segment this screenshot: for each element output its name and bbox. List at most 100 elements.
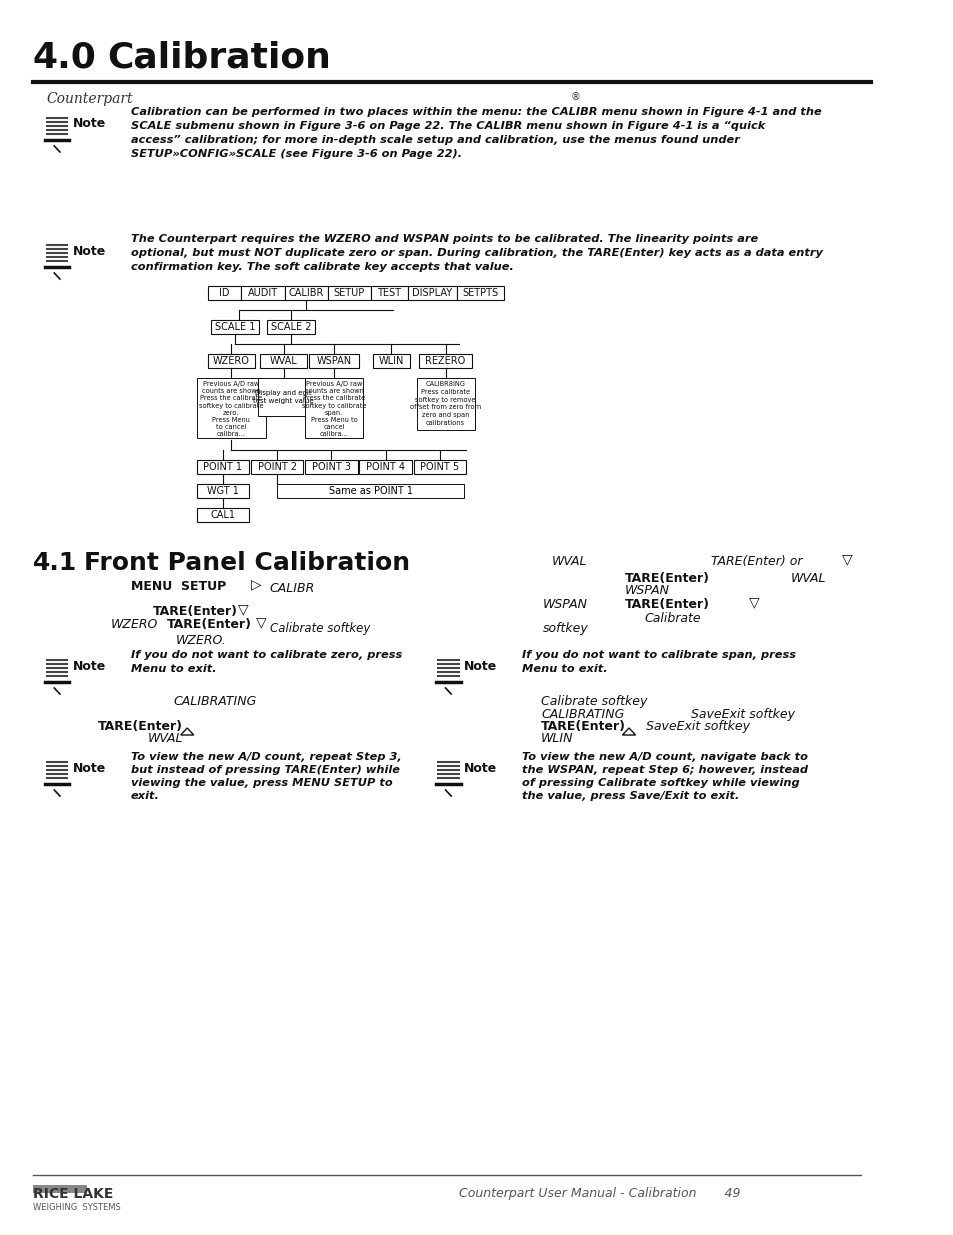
FancyBboxPatch shape: [305, 378, 363, 438]
Text: If you do not want to calibrate zero, press: If you do not want to calibrate zero, pr…: [131, 650, 402, 659]
Text: TARE(Enter): TARE(Enter): [540, 720, 625, 734]
Text: WGT 1: WGT 1: [207, 487, 238, 496]
Text: Note: Note: [73, 117, 106, 130]
Text: POINT 3: POINT 3: [312, 462, 351, 472]
Text: WZERO: WZERO: [111, 618, 157, 631]
FancyBboxPatch shape: [196, 378, 266, 438]
Text: Press calibrate: Press calibrate: [420, 389, 470, 395]
Text: counts are shown: counts are shown: [304, 388, 363, 394]
Text: SETUP»CONFIG»SCALE (see Figure 3-6 on Page 22).: SETUP»CONFIG»SCALE (see Figure 3-6 on Pa…: [131, 149, 461, 159]
Text: WSPAN: WSPAN: [316, 356, 352, 366]
Text: Front Panel Calibration: Front Panel Calibration: [84, 551, 410, 576]
FancyBboxPatch shape: [416, 378, 474, 430]
Text: Calibrate softkey: Calibrate softkey: [540, 695, 647, 708]
Text: Note: Note: [73, 245, 106, 258]
Text: WLIN: WLIN: [540, 732, 573, 745]
Text: Counterpart: Counterpart: [47, 91, 133, 106]
Text: CALIBR: CALIBR: [288, 288, 323, 298]
FancyBboxPatch shape: [251, 459, 303, 474]
Text: Note: Note: [464, 659, 497, 673]
FancyBboxPatch shape: [211, 320, 259, 333]
Text: WSPAN: WSPAN: [542, 598, 587, 611]
Text: span.: span.: [325, 410, 343, 416]
Text: Press the calibrate: Press the calibrate: [200, 395, 262, 401]
Text: softkey: softkey: [542, 622, 588, 635]
Text: POINT 1: POINT 1: [203, 462, 242, 472]
FancyBboxPatch shape: [327, 287, 371, 300]
Text: Note: Note: [73, 762, 106, 776]
Text: Same as POINT 1: Same as POINT 1: [329, 487, 413, 496]
Text: zero.: zero.: [223, 410, 239, 416]
Text: 4.0: 4.0: [32, 41, 96, 75]
Text: RICE LAKE: RICE LAKE: [32, 1187, 113, 1200]
FancyBboxPatch shape: [32, 1186, 87, 1193]
Text: TARE(Enter): TARE(Enter): [98, 720, 183, 734]
FancyBboxPatch shape: [359, 459, 412, 474]
Text: Press the calibrate: Press the calibrate: [303, 395, 365, 401]
Text: Counterpart User Manual - Calibration       49: Counterpart User Manual - Calibration 49: [458, 1187, 740, 1200]
FancyBboxPatch shape: [260, 354, 307, 368]
Text: CAL1: CAL1: [210, 510, 235, 520]
Text: CALIBRATING: CALIBRATING: [173, 695, 256, 708]
Text: SCALE 2: SCALE 2: [271, 322, 311, 332]
Text: but instead of pressing TARE(Enter) while: but instead of pressing TARE(Enter) whil…: [131, 764, 399, 776]
Text: To view the new A/D count, navigate back to: To view the new A/D count, navigate back…: [521, 752, 807, 762]
FancyBboxPatch shape: [284, 287, 327, 300]
Text: optional, but must NOT duplicate zero or span. During calibration, the TARE(Ente: optional, but must NOT duplicate zero or…: [131, 248, 822, 258]
Text: WVAL: WVAL: [148, 732, 183, 745]
Text: exit.: exit.: [131, 790, 160, 802]
Text: of pressing Calibrate softkey while viewing: of pressing Calibrate softkey while view…: [521, 778, 800, 788]
Text: offset from zero from: offset from zero from: [410, 404, 480, 410]
Text: TARE(Enter): TARE(Enter): [624, 598, 710, 611]
Text: Note: Note: [464, 762, 497, 776]
Text: SCALE submenu shown in Figure 3-6 on Page 22. The CALIBR menu shown in Figure 4-: SCALE submenu shown in Figure 3-6 on Pag…: [131, 121, 764, 131]
FancyBboxPatch shape: [208, 354, 254, 368]
Text: TARE(Enter): TARE(Enter): [167, 618, 252, 631]
Text: to cancel: to cancel: [215, 424, 246, 430]
FancyBboxPatch shape: [305, 459, 357, 474]
FancyBboxPatch shape: [408, 287, 456, 300]
Text: SaveExit softkey: SaveExit softkey: [645, 720, 749, 734]
Text: POINT 4: POINT 4: [366, 462, 405, 472]
Text: confirmation key. The soft calibrate key accepts that value.: confirmation key. The soft calibrate key…: [131, 262, 514, 272]
Text: CALIBR8ING: CALIBR8ING: [425, 382, 465, 387]
Text: counts are shown: counts are shown: [201, 388, 260, 394]
Text: WSPAN: WSPAN: [624, 584, 670, 597]
Text: TARE(Enter) or: TARE(Enter) or: [711, 555, 802, 568]
Text: ▽: ▽: [237, 601, 248, 616]
Text: AUDIT: AUDIT: [248, 288, 277, 298]
Text: SaveExit softkey: SaveExit softkey: [690, 708, 794, 721]
Text: Menu to exit.: Menu to exit.: [131, 664, 216, 674]
Text: access” calibration; for more in-depth scale setup and calibration, use the menu: access” calibration; for more in-depth s…: [131, 135, 740, 144]
Text: Press Menu to: Press Menu to: [311, 417, 357, 424]
FancyBboxPatch shape: [456, 287, 503, 300]
Text: REZERO: REZERO: [425, 356, 465, 366]
Text: WVAL: WVAL: [270, 356, 297, 366]
Text: DISPLAY: DISPLAY: [412, 288, 452, 298]
FancyBboxPatch shape: [208, 287, 241, 300]
Text: CALIBR: CALIBR: [270, 582, 314, 595]
Text: Display and edit
test weight value: Display and edit test weight value: [253, 390, 314, 404]
Text: ®: ®: [571, 91, 580, 103]
Text: SETPTS: SETPTS: [461, 288, 497, 298]
FancyBboxPatch shape: [414, 459, 466, 474]
Text: 4.1: 4.1: [32, 551, 77, 576]
Text: WLIN: WLIN: [378, 356, 403, 366]
Text: ▽: ▽: [748, 595, 759, 609]
Text: ID: ID: [219, 288, 230, 298]
FancyBboxPatch shape: [419, 354, 472, 368]
Text: To view the new A/D count, repeat Step 3,: To view the new A/D count, repeat Step 3…: [131, 752, 401, 762]
Text: ▽: ▽: [841, 552, 852, 566]
Text: Calibrate: Calibrate: [643, 613, 700, 625]
Text: TARE(Enter): TARE(Enter): [152, 605, 237, 618]
Text: viewing the value, press MENU SETUP to: viewing the value, press MENU SETUP to: [131, 778, 393, 788]
Text: calibra...: calibra...: [216, 431, 246, 437]
Text: MENU  SETUP: MENU SETUP: [131, 580, 226, 593]
Text: Calibration: Calibration: [108, 41, 332, 75]
Text: The Counterpart requires the WZERO and WSPAN points to be calibrated. The linear: The Counterpart requires the WZERO and W…: [131, 233, 758, 245]
FancyBboxPatch shape: [196, 459, 249, 474]
FancyBboxPatch shape: [276, 484, 464, 498]
Text: Previous A/D raw: Previous A/D raw: [203, 382, 259, 387]
Text: If you do not want to calibrate span, press: If you do not want to calibrate span, pr…: [521, 650, 796, 659]
FancyBboxPatch shape: [267, 320, 315, 333]
